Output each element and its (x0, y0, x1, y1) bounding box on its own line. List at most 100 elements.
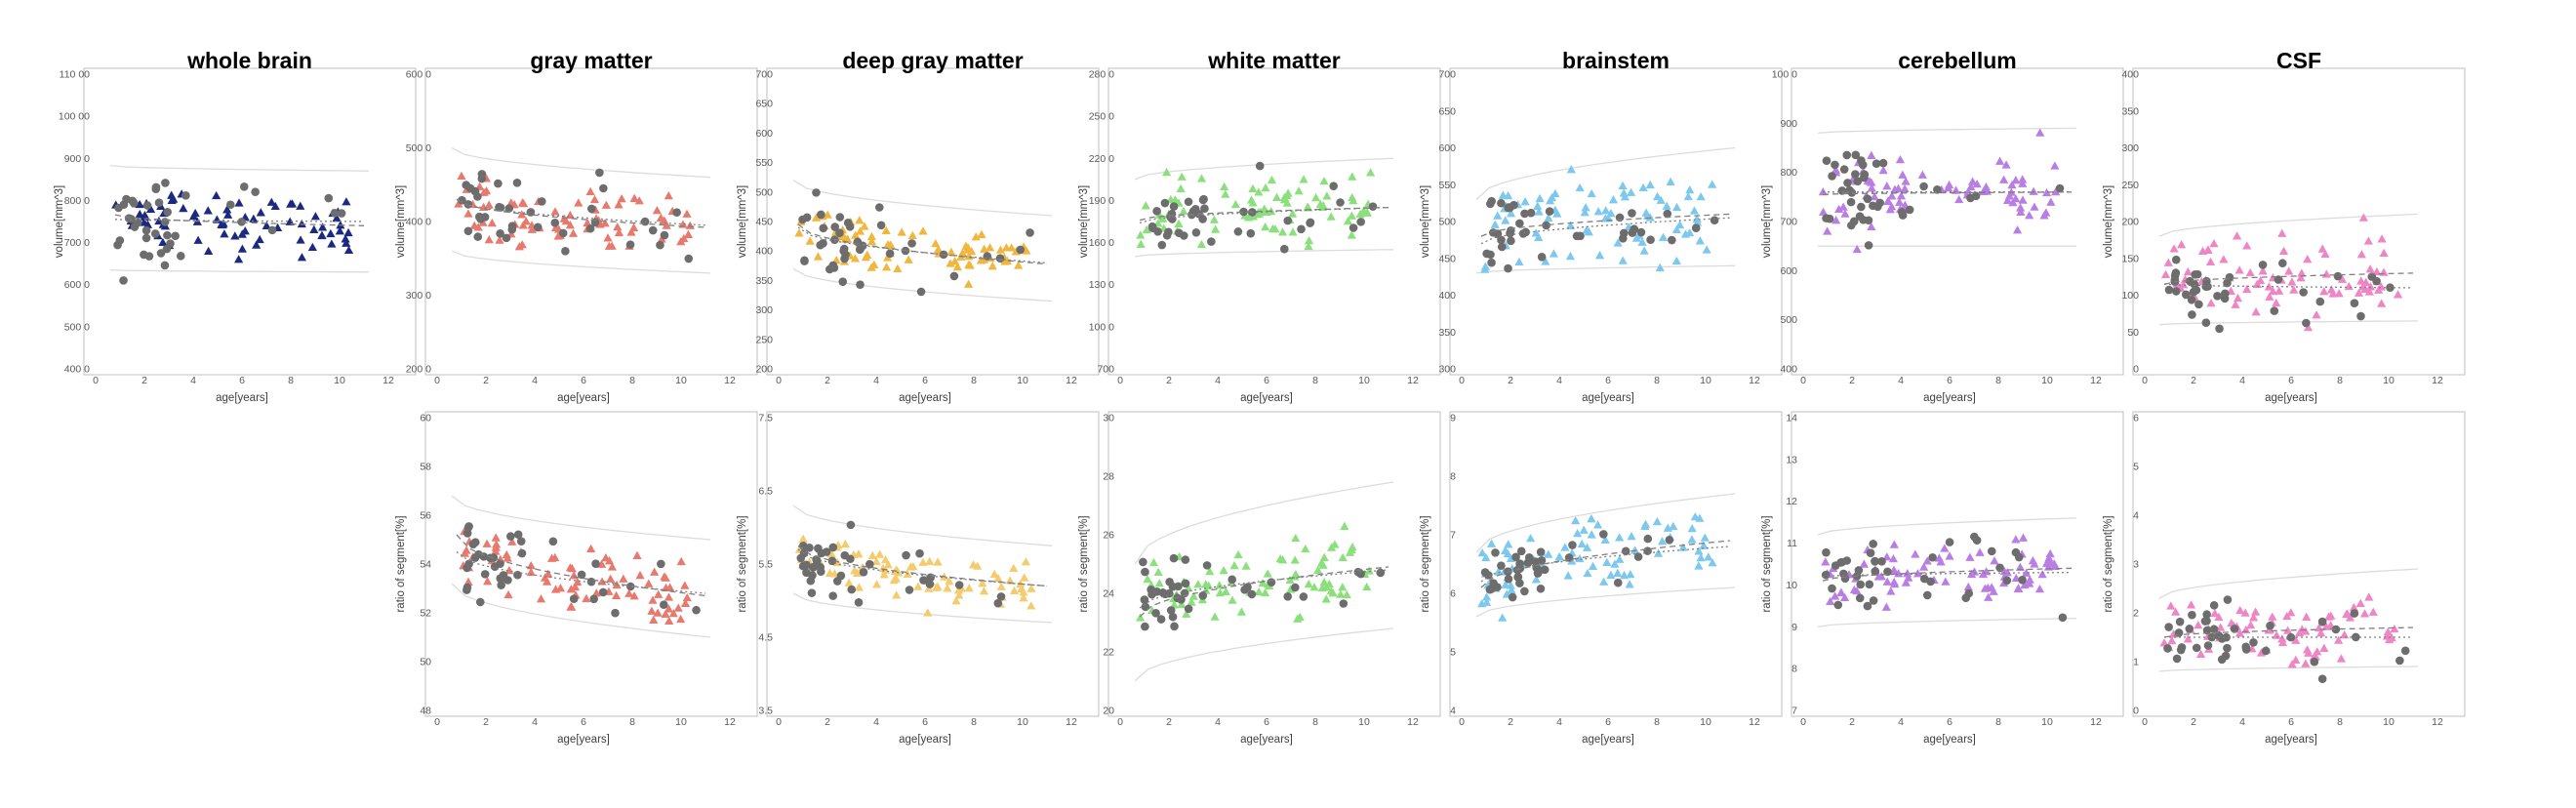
control-point (840, 254, 849, 263)
patient-point (1583, 568, 1592, 578)
control-point (1646, 235, 1655, 244)
control-point (905, 586, 914, 594)
control-point (835, 213, 845, 222)
control-point (1869, 540, 1877, 548)
patient-point (179, 203, 188, 213)
patient-point (1823, 226, 1832, 235)
x-tick-label: 2 (1508, 375, 1513, 386)
y-tick-label: 9 (1450, 413, 1456, 424)
patient-point (1615, 554, 1625, 563)
patient-point (1481, 552, 1491, 562)
control-point (1299, 592, 1308, 601)
control-point (2214, 631, 2224, 640)
patient-point (632, 550, 642, 559)
x-tick-label: 0 (2142, 716, 2148, 728)
patient-point (1176, 183, 1186, 192)
control-point (1255, 161, 1265, 171)
patient-point (1934, 553, 1944, 562)
patient-point (1321, 594, 1331, 603)
trend-line-patient (797, 545, 1048, 587)
patient-point (1362, 582, 1372, 591)
control-point (2221, 651, 2231, 661)
control-point (498, 573, 507, 583)
patient-point (614, 200, 624, 209)
patient-point (1642, 211, 1653, 220)
control-point (1306, 219, 1314, 227)
patient-point (1889, 540, 1899, 548)
patient-point (2340, 630, 2350, 639)
patient-point (648, 595, 658, 604)
patient-point (1655, 263, 1665, 272)
patient-point (1221, 586, 1230, 595)
patient-point (2197, 246, 2208, 256)
control-point (907, 239, 916, 248)
patient-point (2046, 197, 2056, 206)
patient-point (158, 237, 168, 246)
control-point (2299, 288, 2308, 297)
patient-point (1554, 552, 1564, 561)
control-point (2181, 290, 2191, 300)
patient-point (204, 246, 214, 256)
y-axis-label: volume[mm^3] (737, 185, 748, 258)
patient-point (1573, 529, 1583, 538)
x-tick-label: 2 (1166, 716, 1172, 728)
patient-point (2337, 274, 2348, 283)
patient-point (517, 210, 527, 219)
control-point (2209, 600, 2219, 610)
panel-frame (2132, 411, 2466, 717)
patient-point (2195, 649, 2206, 659)
x-tick-label: 2 (1508, 716, 1513, 728)
patient-point (586, 544, 596, 552)
patient-point (811, 213, 822, 222)
x-tick-label: 0 (1800, 716, 1806, 728)
control-point (814, 544, 823, 553)
reference-band-upper (109, 164, 370, 172)
patient-point (851, 230, 861, 239)
y-tick-label: 54 (420, 559, 431, 571)
patient-point (543, 577, 552, 586)
patient-point (1482, 597, 1492, 606)
patient-point (1278, 555, 1288, 564)
x-axis-label: age[years] (557, 392, 610, 404)
patient-point (2242, 241, 2252, 250)
control-point (1169, 553, 1179, 563)
patient-point (1620, 192, 1630, 201)
x-axis-label: age[years] (2265, 392, 2317, 404)
patient-point (1501, 545, 1510, 555)
patient-point (2291, 655, 2301, 664)
patient-point (1593, 207, 1603, 216)
x-tick-label: 12 (1407, 716, 1419, 728)
y-tick-label: 5 (2133, 462, 2139, 473)
control-point (1518, 229, 1528, 238)
patient-point (2342, 609, 2352, 619)
patient-point (1142, 224, 1151, 234)
patient-point (1277, 227, 1288, 236)
patient-point (1876, 572, 1886, 581)
control-point (1152, 206, 1161, 216)
patient-point (2034, 584, 2045, 593)
control-point (1198, 591, 1208, 600)
data-points (1135, 521, 1386, 631)
control-point (1864, 216, 1873, 225)
patient-point (335, 226, 344, 235)
x-tick-label: 8 (629, 716, 635, 728)
control-point (1630, 224, 1639, 233)
patient-point (2051, 187, 2061, 196)
control-point (1846, 197, 1856, 207)
patient-point (597, 577, 607, 586)
patient-point (1696, 553, 1706, 562)
patient-point (2383, 626, 2393, 636)
patient-point (619, 574, 628, 583)
y-tick-label: 150 (2121, 253, 2139, 264)
reference-band-upper (2158, 213, 2419, 237)
patient-point (589, 194, 600, 204)
patient-point (1535, 193, 1545, 203)
patient-point (574, 198, 584, 207)
panel-frame (1107, 411, 1441, 717)
y-tick-label: 400 (2121, 69, 2139, 81)
data-points (794, 520, 1036, 617)
x-tick-label: 0 (1459, 716, 1465, 728)
patient-point (1019, 593, 1028, 602)
control-point (2188, 610, 2196, 620)
patient-point (1917, 170, 1927, 179)
